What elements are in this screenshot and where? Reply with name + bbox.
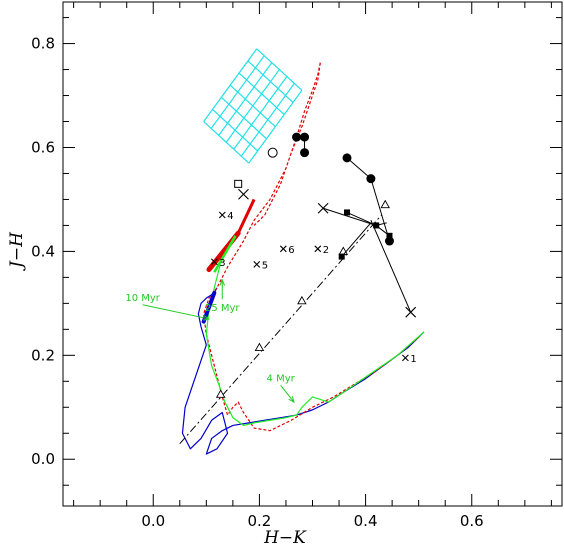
filled-circle-marker [300,148,310,158]
cross-track-lower [370,220,412,313]
data-markers: 1 2 3 4 5 6 [210,132,417,398]
cyan-grid-line [212,108,259,152]
filled-square-marker [386,232,393,239]
x-tick-label: 0.4 [354,512,378,530]
axis-ticks [63,2,562,506]
cyan-grid-line [238,72,285,116]
cyan-grid-line [229,84,276,128]
cyan-grid-line [203,121,250,164]
cross-marker [238,188,249,200]
filled-circle-marker [292,132,302,142]
annotation-arrowhead [202,315,211,321]
reddening-vector [179,214,382,444]
annotation-label: 25 Myr [205,303,240,314]
x-axis-title: H−K [263,528,307,548]
filled-circle-marker [366,174,376,184]
annotation-arrowhead [219,278,226,286]
y-axis-title: J−H [7,231,27,271]
cyan-model-grid [203,48,303,164]
filled-square-marker [373,222,380,229]
numbered-cross-label: 6 [288,245,294,256]
numbered-cross-label: 1 [410,354,416,365]
square-link-line [341,222,372,257]
numbered-cross-label: 4 [227,211,233,222]
cyan-grid-line [256,48,303,91]
numbered-cross-label: 5 [262,260,268,271]
annotations: 10 Myr 25 Myr 4 Myr [125,278,296,404]
red-thick-segment [236,198,256,234]
y-tick-label: 0.0 [31,450,55,468]
open-square-marker [234,179,243,188]
annotation-arrowhead [288,396,295,404]
model-tracks [179,61,425,455]
numbered-cross-marker [210,258,218,266]
model-track-1 [203,61,420,432]
annotation-arrow [280,384,295,403]
cyan-grid-line [247,60,294,103]
plot-border [62,1,563,507]
cyan-grid-line [220,96,267,140]
annotation-label: 4 Myr [267,373,296,384]
open-triangle-marker [254,342,265,351]
x-tick-label: 0.6 [460,512,484,530]
y-tick-label: 0.6 [31,138,55,156]
open-triangle-marker [297,295,307,305]
green-thick-segment [213,235,237,273]
numbered-cross-marker [218,211,226,219]
open-triangle-marker [215,389,226,398]
model-track-2 [205,251,425,427]
circle-track-line [346,157,390,242]
numbered-cross-marker [253,261,261,268]
numbered-cross-marker [279,245,287,253]
y-tick-label: 0.4 [31,242,55,260]
cross-marker [317,202,329,214]
filled-square-marker [344,209,351,216]
x-tick-label: 0.0 [141,512,165,530]
filled-circle-marker [342,153,352,163]
y-tick-label: 0.2 [31,346,55,364]
numbered-cross-label: 3 [219,258,225,269]
numbered-cross-label: 2 [323,245,329,256]
cross-marker [405,306,417,318]
open-circle-marker [267,147,278,158]
numbered-cross-marker [314,245,322,253]
annotation-arrow [142,304,210,320]
plot-frame [62,1,563,507]
axis-tick-labels: 0.0 0.2 0.4 0.6 0.0 0.2 0.4 0.6 0.8 [31,35,484,530]
filled-circle-marker [300,132,310,142]
open-triangle-marker [380,199,391,209]
y-tick-label: 0.8 [31,35,55,53]
numbered-cross-marker [402,354,409,362]
x-tick-label: 0.2 [247,512,271,530]
annotation-label: 10 Myr [125,293,160,304]
